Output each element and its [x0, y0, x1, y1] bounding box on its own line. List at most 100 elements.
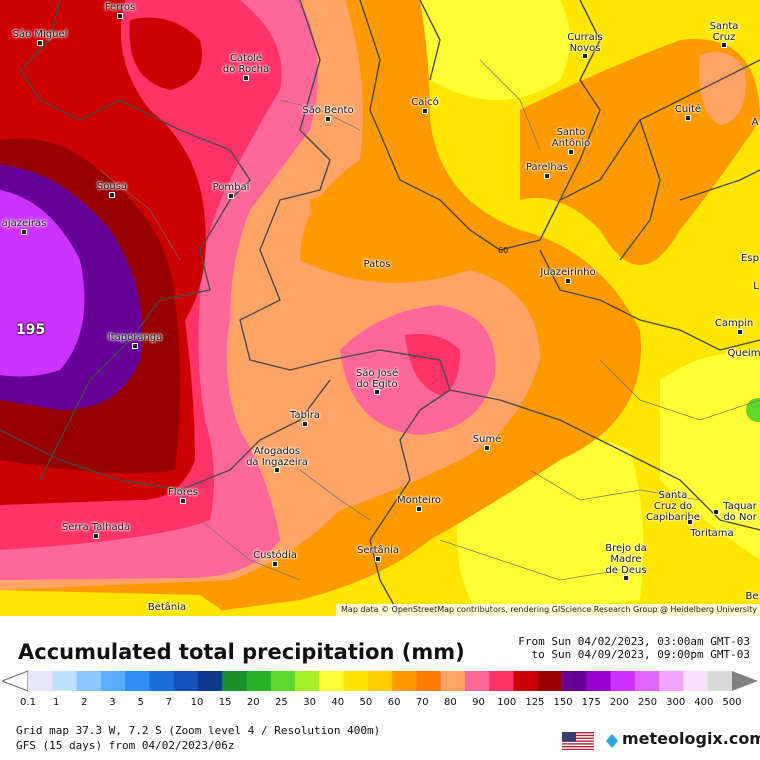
legend-tick-label: 500	[722, 697, 742, 708]
legend-swatch	[149, 671, 175, 691]
legend-tick-label: 70	[415, 697, 429, 708]
city-pombal: Pombal	[212, 182, 250, 193]
legend-tick-label: 25	[275, 697, 288, 708]
legend-tick-label: 15	[218, 697, 232, 708]
legend-swatch	[295, 671, 320, 691]
city-monteiro: Monteiro	[397, 495, 441, 506]
city-afogados-da-ingazeira: Afogados da Ingazeira	[246, 446, 308, 468]
city-cajazeiras: ajazeiras	[1, 218, 47, 229]
city-sume: Sumé	[472, 434, 502, 445]
precipitation-map[interactable]: 195 60 Ferros São Miguel Catolé do Rocha…	[0, 0, 760, 616]
city-juazeirinho: Juazeirinho	[540, 267, 596, 278]
map-info: Grid map 37.3 W, 7.2 S (Zoom level 4 / R…	[16, 723, 380, 753]
legend-swatch	[562, 671, 587, 691]
legend-swatch	[489, 671, 515, 691]
legend-tick-label: 250	[637, 697, 658, 708]
city-l-edge: L	[753, 281, 759, 292]
city-taquaritinga-do-norte: Taquar do Nor	[723, 501, 757, 523]
legend-swatch	[319, 671, 345, 691]
city-sertania: Sertânia	[357, 545, 399, 556]
city-patos: Patos	[363, 259, 391, 270]
meteologix-logo-icon	[606, 734, 618, 748]
legend-swatch	[707, 671, 733, 691]
legend-swatch	[659, 671, 684, 691]
period-from: From Sun 04/02/2023, 03:00am GMT-03	[518, 635, 750, 648]
period-to: to Sun 04/09/2023, 09:00pm GMT-03	[531, 648, 750, 661]
legend-tick-label: 90	[472, 697, 485, 708]
city-caico: Caicó	[411, 97, 439, 108]
city-custodia: Custódia	[253, 550, 297, 561]
city-tabira: Tabira	[290, 410, 320, 421]
peak-value-label: 195	[16, 322, 46, 338]
legend-tick-label: 125	[525, 697, 545, 708]
legend-swatch	[28, 671, 53, 691]
legend-tick-label: 150	[553, 697, 573, 708]
legend-swatch	[52, 671, 78, 691]
legend-tick-label: 10	[190, 697, 204, 708]
legend-swatch	[586, 671, 612, 691]
legend-swatch	[246, 671, 272, 691]
city-be-edge: Be	[745, 591, 759, 602]
legend-tick-label: 7	[165, 697, 172, 708]
brand-name[interactable]: meteologix.com	[622, 729, 760, 748]
city-sao-miguel: São Miguel	[12, 29, 68, 40]
legend-tick-label: 3	[109, 697, 116, 708]
legend-tick-label: 0.1	[20, 697, 36, 708]
legend-swatch	[513, 671, 539, 691]
legend-swatch	[100, 671, 126, 691]
color-scale-legend	[2, 670, 758, 692]
legend-swatch	[222, 671, 247, 691]
legend-tick-label: 30	[303, 697, 316, 708]
chart-title: Accumulated total precipitation (mm)	[18, 640, 465, 664]
city-ferros: Ferros	[104, 2, 136, 13]
legend-swatch	[197, 671, 223, 691]
legend-swatch	[610, 671, 636, 691]
map-attribution: Map data © OpenStreetMap contributors, r…	[336, 604, 760, 616]
city-santo-antonio: Santo Antônio	[551, 127, 591, 149]
legend-swatch	[270, 671, 296, 691]
legend-tick-label: 80	[444, 697, 457, 708]
legend-arrow-left	[2, 670, 29, 692]
legend-tick-label: 400	[694, 697, 714, 708]
contour-label: 60	[498, 246, 509, 255]
legend-swatch	[634, 671, 660, 691]
us-flag-icon[interactable]	[562, 732, 594, 750]
legend-tick-label: 40	[331, 697, 345, 708]
legend-swatch	[125, 671, 150, 691]
legend-swatch	[440, 671, 466, 691]
legend-swatch	[173, 671, 199, 691]
precipitation-field	[0, 0, 760, 616]
city-brejo-da-madre-de-deus: Brejo da Madre de Deus	[605, 543, 647, 576]
city-santa-cruz-do-capibaribe: Santa Cruz do Capibaribe	[645, 490, 701, 523]
city-a-edge: A	[751, 117, 759, 128]
legend-tick-label: 50	[359, 697, 373, 708]
legend-tick-label: 175	[581, 697, 601, 708]
legend-swatch	[464, 671, 490, 691]
legend-tick-label: 1	[52, 697, 60, 708]
city-itaporanga: Itaporanga	[107, 332, 163, 343]
city-parelhas: Parelhas	[525, 162, 569, 173]
city-currais-novos: Currais Novos	[567, 32, 603, 54]
city-toritama: Toritama	[690, 528, 734, 539]
city-serra-talhada: Serra Talhada	[61, 522, 131, 533]
grid-info: Grid map 37.3 W, 7.2 S (Zoom level 4 / R…	[16, 724, 381, 737]
legend-tick-label: 200	[609, 697, 629, 708]
city-campina: Campin	[714, 318, 754, 329]
city-sousa: Sousa	[96, 181, 128, 192]
city-esp: Esp	[741, 253, 759, 264]
legend-swatch	[392, 671, 417, 691]
city-catole-do-rocha: Catolé do Rocha	[222, 53, 270, 75]
model-info: GFS (15 days) from 04/02/2023/06z	[16, 739, 235, 752]
city-sao-jose-do-egito: São José do Egito	[355, 368, 399, 390]
legend-swatch	[343, 671, 369, 691]
legend-tick-label: 20	[246, 697, 260, 708]
legend-swatch	[416, 671, 442, 691]
legend-swatch	[683, 671, 709, 691]
legend-swatch	[76, 671, 102, 691]
city-flores: Flores	[168, 487, 198, 498]
city-betania: Betânia	[147, 602, 187, 613]
legend-tick-label: 300	[666, 697, 686, 708]
legend-tick-label: 60	[387, 697, 401, 708]
legend-ticks: 0.1 1 2 3 5 7 10 15 20 25 30 40 50 60 70 80 90 100 125 150 1…	[0, 697, 760, 711]
legend-tick-label: 100	[497, 697, 517, 708]
